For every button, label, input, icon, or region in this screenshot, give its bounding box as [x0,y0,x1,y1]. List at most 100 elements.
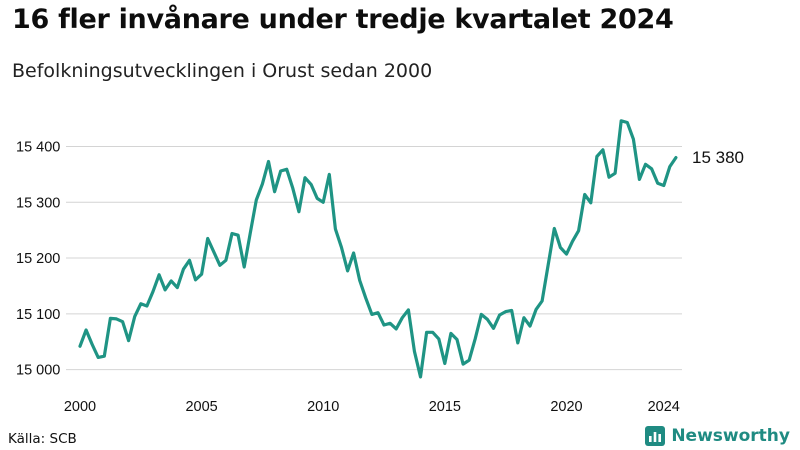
data-point [516,341,520,345]
y-tick-label: 15 200 [16,251,60,267]
data-point [206,236,210,240]
data-point [552,226,556,230]
last-value-label: 15 380 [692,148,744,167]
data-point [242,265,246,269]
data-point [333,227,337,231]
data-point [236,233,240,237]
data-point [297,210,301,214]
x-tick-label: 2010 [307,399,339,415]
data-point [260,182,264,186]
data-point [285,167,289,171]
data-point [637,177,641,181]
x-axis-ticks: 2000 2005 2010 2015 2020 2024 [64,399,680,415]
x-tick-label: 2015 [429,399,461,415]
data-point [546,263,550,267]
data-point [114,317,118,321]
data-point [108,316,112,320]
data-point [139,302,143,306]
data-point [431,330,435,334]
data-point [358,278,362,282]
data-point [84,328,88,332]
data-point [339,245,343,249]
y-tick-label: 15 100 [16,307,60,323]
source-note: Källa: SCB [8,431,77,447]
data-point [321,200,325,204]
data-point [351,251,355,255]
data-point [674,155,678,159]
data-point [175,285,179,289]
data-point [181,267,185,271]
data-point [510,308,514,312]
data-point [212,250,216,254]
data-point [370,312,374,316]
x-tick-label: 2020 [550,399,582,415]
data-point [169,279,173,283]
data-point [388,321,392,325]
data-point [248,231,252,235]
data-point [455,337,459,341]
y-tick-label: 15 400 [16,139,60,155]
data-point [625,120,629,124]
data-point [485,317,489,321]
data-point [522,316,526,320]
data-point [619,119,623,123]
data-point [449,331,453,335]
data-point [394,327,398,331]
data-point [90,342,94,346]
data-point [534,307,538,311]
data-point [291,186,295,190]
data-point [643,162,647,166]
x-tick-label: 2005 [185,399,217,415]
brand-logo: Newsworthy [645,425,790,447]
data-point [315,196,319,200]
data-point [601,148,605,152]
data-point [595,154,599,158]
data-point [151,289,155,293]
data-point [376,311,380,315]
page-title: 16 fler invånare under tredje kvartalet … [12,4,674,35]
data-point [461,362,465,366]
data-point [126,338,130,342]
data-point [199,272,203,276]
x-tick-label: 2024 [648,399,680,415]
series-group [78,119,678,379]
data-point [558,245,562,249]
data-point [400,316,404,320]
data-point [230,231,234,235]
data-point [418,375,422,379]
data-point [443,361,447,365]
y-axis-ticks: 15 000 15 100 15 200 15 300 15 400 [16,139,60,378]
data-point [424,330,428,334]
data-point [412,349,416,353]
data-point [631,137,635,141]
data-point [187,258,191,262]
brand-name: Newsworthy [671,426,790,446]
data-point [491,326,495,330]
data-point [102,354,106,358]
data-point [224,258,228,262]
data-point [589,201,593,205]
data-point [540,299,544,303]
data-point [272,190,276,194]
data-point [467,358,471,362]
data-point [504,309,508,313]
page-subtitle: Befolkningsutvecklingen i Orust sedan 20… [12,60,433,82]
data-point [656,181,660,185]
data-point [120,320,124,324]
data-point [473,336,477,340]
data-point [96,355,100,359]
data-point [662,183,666,187]
data-point [345,269,349,273]
bar-chart-logo-icon [645,426,666,446]
data-point [133,314,137,318]
data-point [163,288,167,292]
data-point [497,313,501,317]
data-point [145,304,149,308]
population-series-line [78,119,678,379]
data-point [607,175,611,179]
data-point [583,192,587,196]
data-point [479,312,483,316]
data-point [649,167,653,171]
y-tick-label: 15 300 [16,195,60,211]
